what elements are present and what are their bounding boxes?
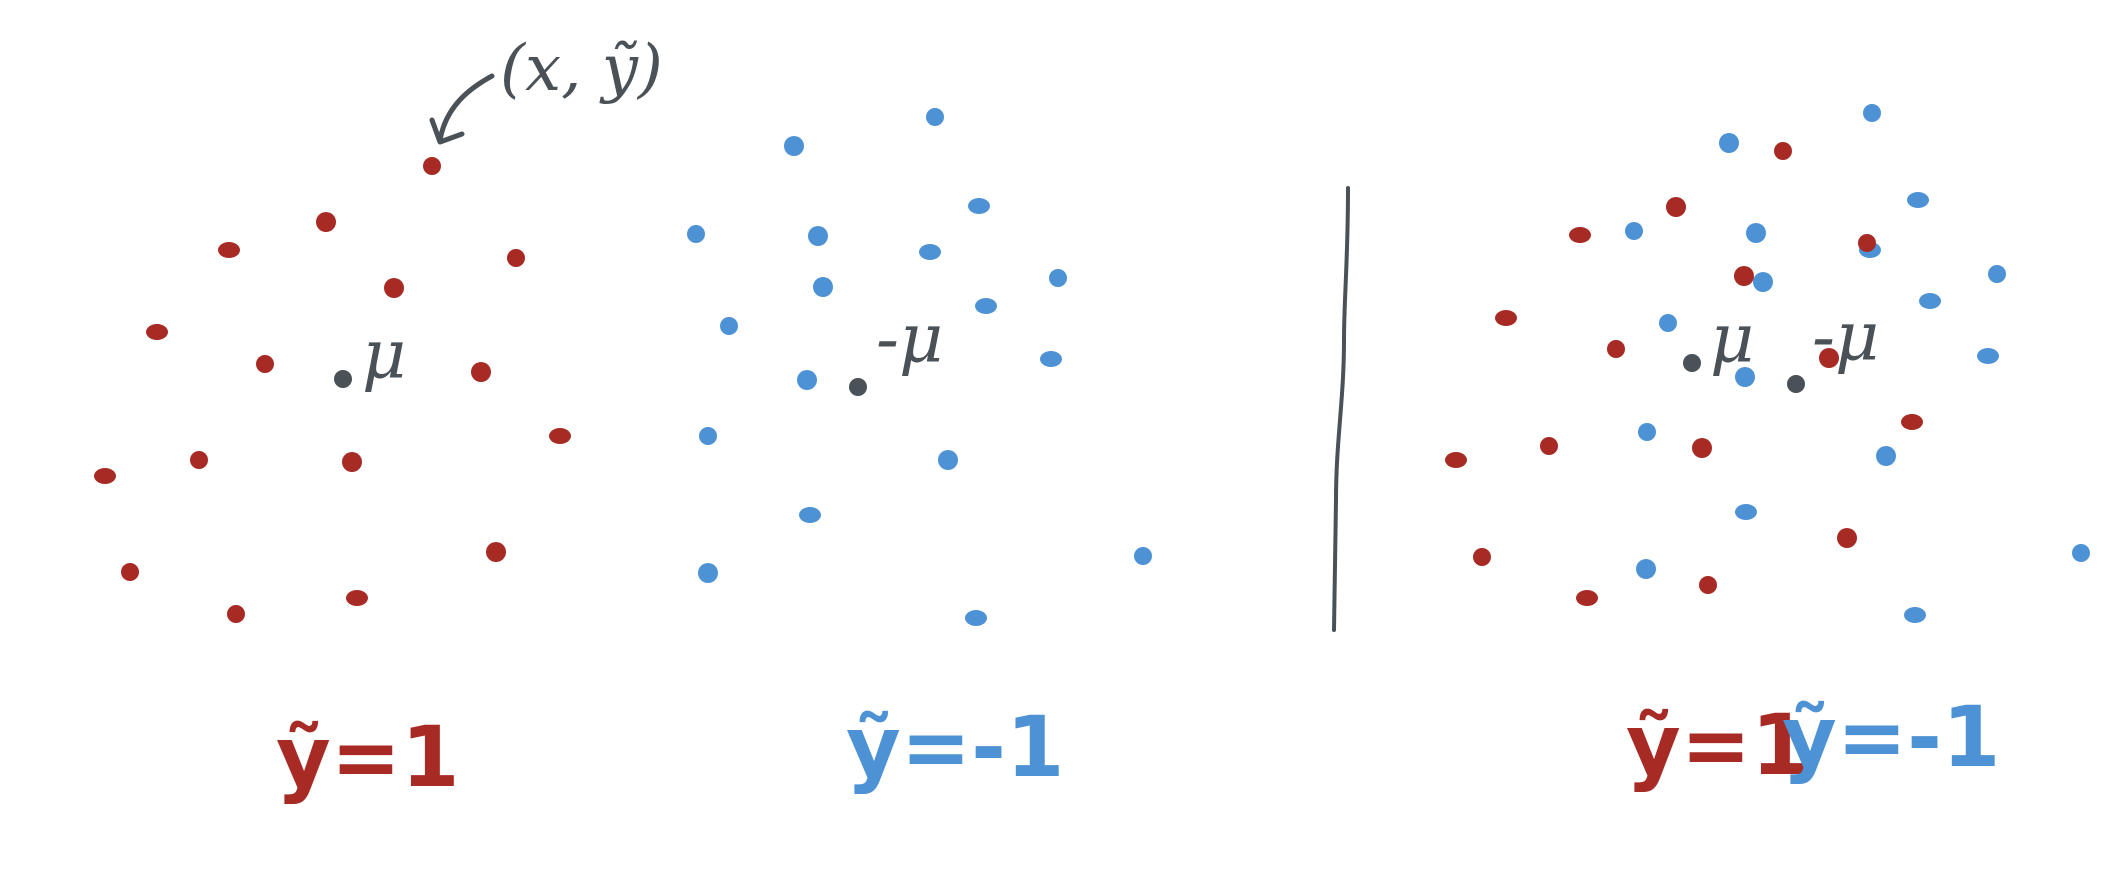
mixture-negative-data-point: [1919, 293, 1941, 309]
negative-data-point: [1134, 547, 1152, 565]
panel-divider: [1332, 186, 1350, 632]
mixture-positive-data-point: [1495, 310, 1517, 326]
negative-data-point: [799, 507, 821, 523]
mixture-positive-data-point: [1774, 142, 1792, 160]
negative-data-point: [698, 563, 718, 583]
annotation-group: (x, ỹ): [429, 32, 663, 145]
negative-data-point: [687, 225, 705, 243]
positive-mean-point: [334, 370, 352, 388]
mixture-negative-data-point: [1876, 446, 1896, 466]
mixture-negative-data-point: [1988, 265, 2006, 283]
mixture-positive-data-point: [1734, 266, 1754, 286]
negative-data-point: [808, 226, 828, 246]
mixture-negative-data-point: [1659, 314, 1677, 332]
negative-mean-label: -μ: [876, 300, 943, 379]
negative-data-point: [699, 427, 717, 445]
mixture-negative-data-point: [1625, 222, 1643, 240]
mixture-positive-class-label: ỹ=1: [1626, 696, 1810, 794]
mixture-positive-data-point: [1607, 340, 1625, 358]
mixture-negative-data-point: [1746, 223, 1766, 243]
positive-data-point: [486, 542, 506, 562]
annotation-arrowhead: [429, 117, 465, 145]
positive-data-point: [146, 324, 168, 340]
mixture-points-group: [1445, 104, 2090, 623]
mixture-negative-class-label: ỹ=-1: [1782, 688, 2000, 786]
positive-data-point: [471, 362, 491, 382]
mixture-positive-data-point: [1576, 590, 1598, 606]
negative-mean-point: [849, 378, 867, 396]
positive-data-point: [384, 278, 404, 298]
positive-class-label: ỹ=1: [276, 708, 460, 806]
mixture-positive-data-point: [1837, 528, 1857, 548]
annotation-point-label: (x, ỹ): [500, 32, 663, 106]
mixture-positive-data-point: [1569, 227, 1591, 243]
mixture-negative-data-point: [1735, 504, 1757, 520]
mixture-positive-mean-point: [1683, 354, 1701, 372]
mixture-positive-data-point: [1699, 576, 1717, 594]
mixture-positive-data-point: [1666, 197, 1686, 217]
mixture-positive-data-point: [1473, 548, 1491, 566]
negative-data-point: [919, 244, 941, 260]
positive-data-point: [256, 355, 274, 373]
mixture-negative-mean-label: -μ: [1812, 298, 1879, 377]
mixture-positive-data-point: [1445, 452, 1467, 468]
mixture-negative-data-point: [1977, 348, 1999, 364]
positive-data-point: [227, 605, 245, 623]
positive-data-point: [218, 242, 240, 258]
positive-data-point: [549, 428, 571, 444]
positive-data-point: [121, 563, 139, 581]
mixture-negative-data-point: [1719, 133, 1739, 153]
negative-points-group: [687, 108, 1152, 626]
negative-data-point: [968, 198, 990, 214]
positive-points-group: [94, 157, 571, 623]
mixture-negative-data-point: [1907, 192, 1929, 208]
mixture-negative-data-point: [2072, 544, 2090, 562]
mixture-positive-data-point: [1858, 234, 1876, 252]
mixture-negative-data-point: [1638, 423, 1656, 441]
negative-data-point: [965, 610, 987, 626]
positive-data-point: [423, 157, 441, 175]
negative-data-point: [720, 317, 738, 335]
positive-data-point: [342, 452, 362, 472]
positive-data-point: [316, 212, 336, 232]
positive-data-point: [94, 468, 116, 484]
mixture-negative-data-point: [1636, 559, 1656, 579]
mixture-positive-data-point: [1692, 438, 1712, 458]
negative-data-point: [784, 136, 804, 156]
positive-mean-label: μ: [362, 316, 406, 395]
positive-data-point: [507, 249, 525, 267]
positive-data-point: [190, 451, 208, 469]
positive-data-point: [346, 590, 368, 606]
mixture-positive-data-point: [1901, 414, 1923, 430]
negative-data-point: [813, 277, 833, 297]
annotation-arrow: [437, 73, 495, 143]
negative-data-point: [926, 108, 944, 126]
mixture-negative-data-point: [1863, 104, 1881, 122]
mixture-negative-data-point: [1904, 607, 1926, 623]
negative-data-point: [797, 370, 817, 390]
negative-data-point: [975, 298, 997, 314]
negative-class-label: ỹ=-1: [846, 698, 1064, 796]
mixture-negative-mean-point: [1787, 375, 1805, 393]
mixture-positive-data-point: [1819, 348, 1839, 368]
negative-data-point: [1040, 351, 1062, 367]
negative-data-point: [938, 450, 958, 470]
mixture-negative-data-point: [1753, 272, 1773, 292]
mixture-positive-data-point: [1540, 437, 1558, 455]
negative-data-point: [1049, 269, 1067, 287]
mixture-positive-mean-label: μ: [1710, 300, 1754, 379]
mixture-negative-data-point: [1735, 367, 1755, 387]
